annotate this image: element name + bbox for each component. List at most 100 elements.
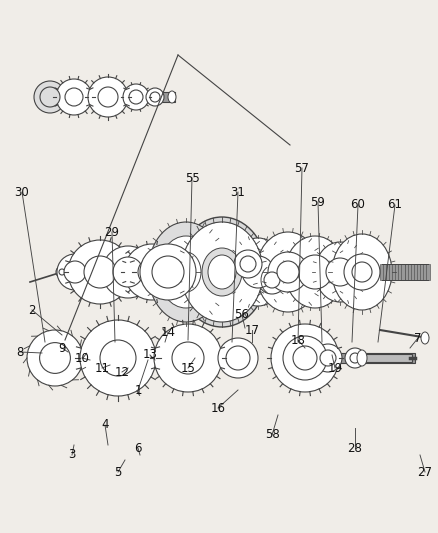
Circle shape: [84, 256, 116, 288]
Polygon shape: [35, 352, 255, 364]
Polygon shape: [288, 353, 415, 363]
Text: 55: 55: [185, 172, 199, 184]
Circle shape: [129, 90, 143, 104]
Circle shape: [140, 244, 196, 300]
Bar: [408, 264, 412, 280]
Text: 59: 59: [311, 196, 325, 208]
Text: 8: 8: [16, 345, 24, 359]
Ellipse shape: [208, 255, 236, 289]
Bar: [426, 264, 430, 280]
Text: 58: 58: [265, 429, 279, 441]
Bar: [405, 264, 409, 280]
Circle shape: [285, 242, 345, 302]
Circle shape: [293, 346, 317, 370]
Ellipse shape: [285, 236, 345, 308]
Circle shape: [150, 92, 160, 102]
Circle shape: [234, 250, 262, 278]
Bar: [396, 264, 399, 280]
Text: 13: 13: [142, 349, 157, 361]
Text: 31: 31: [230, 185, 245, 198]
Ellipse shape: [230, 238, 286, 306]
Bar: [389, 264, 393, 280]
Polygon shape: [362, 354, 412, 362]
Circle shape: [102, 246, 154, 298]
Circle shape: [57, 254, 93, 290]
Ellipse shape: [256, 232, 320, 312]
Bar: [392, 264, 396, 280]
Text: 1: 1: [134, 384, 142, 397]
Text: 17: 17: [244, 324, 259, 336]
Ellipse shape: [177, 217, 267, 327]
Ellipse shape: [158, 236, 214, 308]
Circle shape: [123, 84, 149, 110]
Ellipse shape: [202, 248, 242, 296]
Ellipse shape: [421, 332, 429, 344]
Circle shape: [65, 88, 83, 106]
Circle shape: [277, 261, 299, 283]
Circle shape: [172, 342, 204, 374]
Circle shape: [68, 240, 132, 304]
Ellipse shape: [148, 222, 224, 322]
Circle shape: [124, 244, 180, 300]
Circle shape: [100, 340, 136, 376]
Text: 60: 60: [350, 198, 365, 212]
Text: 30: 30: [14, 185, 29, 198]
Circle shape: [80, 320, 156, 396]
Circle shape: [218, 338, 258, 378]
Bar: [420, 264, 424, 280]
Text: 57: 57: [295, 161, 309, 174]
Circle shape: [264, 272, 280, 288]
Bar: [386, 264, 390, 280]
Circle shape: [154, 324, 222, 392]
Circle shape: [320, 350, 336, 366]
Bar: [399, 264, 403, 280]
Circle shape: [314, 344, 342, 372]
Text: 6: 6: [134, 441, 142, 455]
Text: 2: 2: [28, 303, 36, 317]
Text: 15: 15: [180, 361, 195, 375]
Circle shape: [39, 343, 71, 374]
Bar: [411, 264, 415, 280]
Ellipse shape: [171, 252, 201, 292]
Bar: [383, 264, 387, 280]
Circle shape: [98, 87, 118, 107]
Circle shape: [56, 79, 92, 115]
Circle shape: [283, 336, 327, 380]
Text: 10: 10: [74, 351, 89, 365]
Text: 27: 27: [417, 465, 432, 479]
Circle shape: [345, 348, 365, 368]
Polygon shape: [62, 265, 418, 279]
Text: 18: 18: [290, 334, 305, 346]
Circle shape: [315, 247, 365, 297]
Ellipse shape: [181, 222, 263, 322]
Text: 12: 12: [114, 366, 130, 378]
Bar: [380, 264, 384, 280]
Text: 61: 61: [388, 198, 403, 212]
Circle shape: [27, 330, 83, 386]
Polygon shape: [48, 92, 175, 102]
Text: 5: 5: [114, 465, 122, 479]
Circle shape: [350, 353, 360, 363]
Circle shape: [138, 258, 166, 286]
Text: 4: 4: [101, 418, 109, 432]
Circle shape: [298, 255, 332, 289]
Text: 11: 11: [95, 361, 110, 375]
Circle shape: [34, 81, 66, 113]
Ellipse shape: [315, 242, 365, 302]
Circle shape: [56, 266, 68, 278]
Text: 3: 3: [68, 448, 76, 462]
Circle shape: [258, 266, 286, 294]
Circle shape: [271, 324, 339, 392]
Text: 56: 56: [235, 309, 249, 321]
Text: 9: 9: [58, 342, 66, 354]
Circle shape: [152, 256, 184, 288]
Bar: [417, 264, 421, 280]
Ellipse shape: [357, 350, 367, 366]
Circle shape: [326, 258, 354, 286]
Circle shape: [40, 87, 60, 107]
Circle shape: [242, 256, 274, 288]
Ellipse shape: [168, 91, 176, 103]
Circle shape: [240, 256, 256, 272]
Text: 14: 14: [160, 326, 176, 338]
Circle shape: [344, 254, 380, 290]
